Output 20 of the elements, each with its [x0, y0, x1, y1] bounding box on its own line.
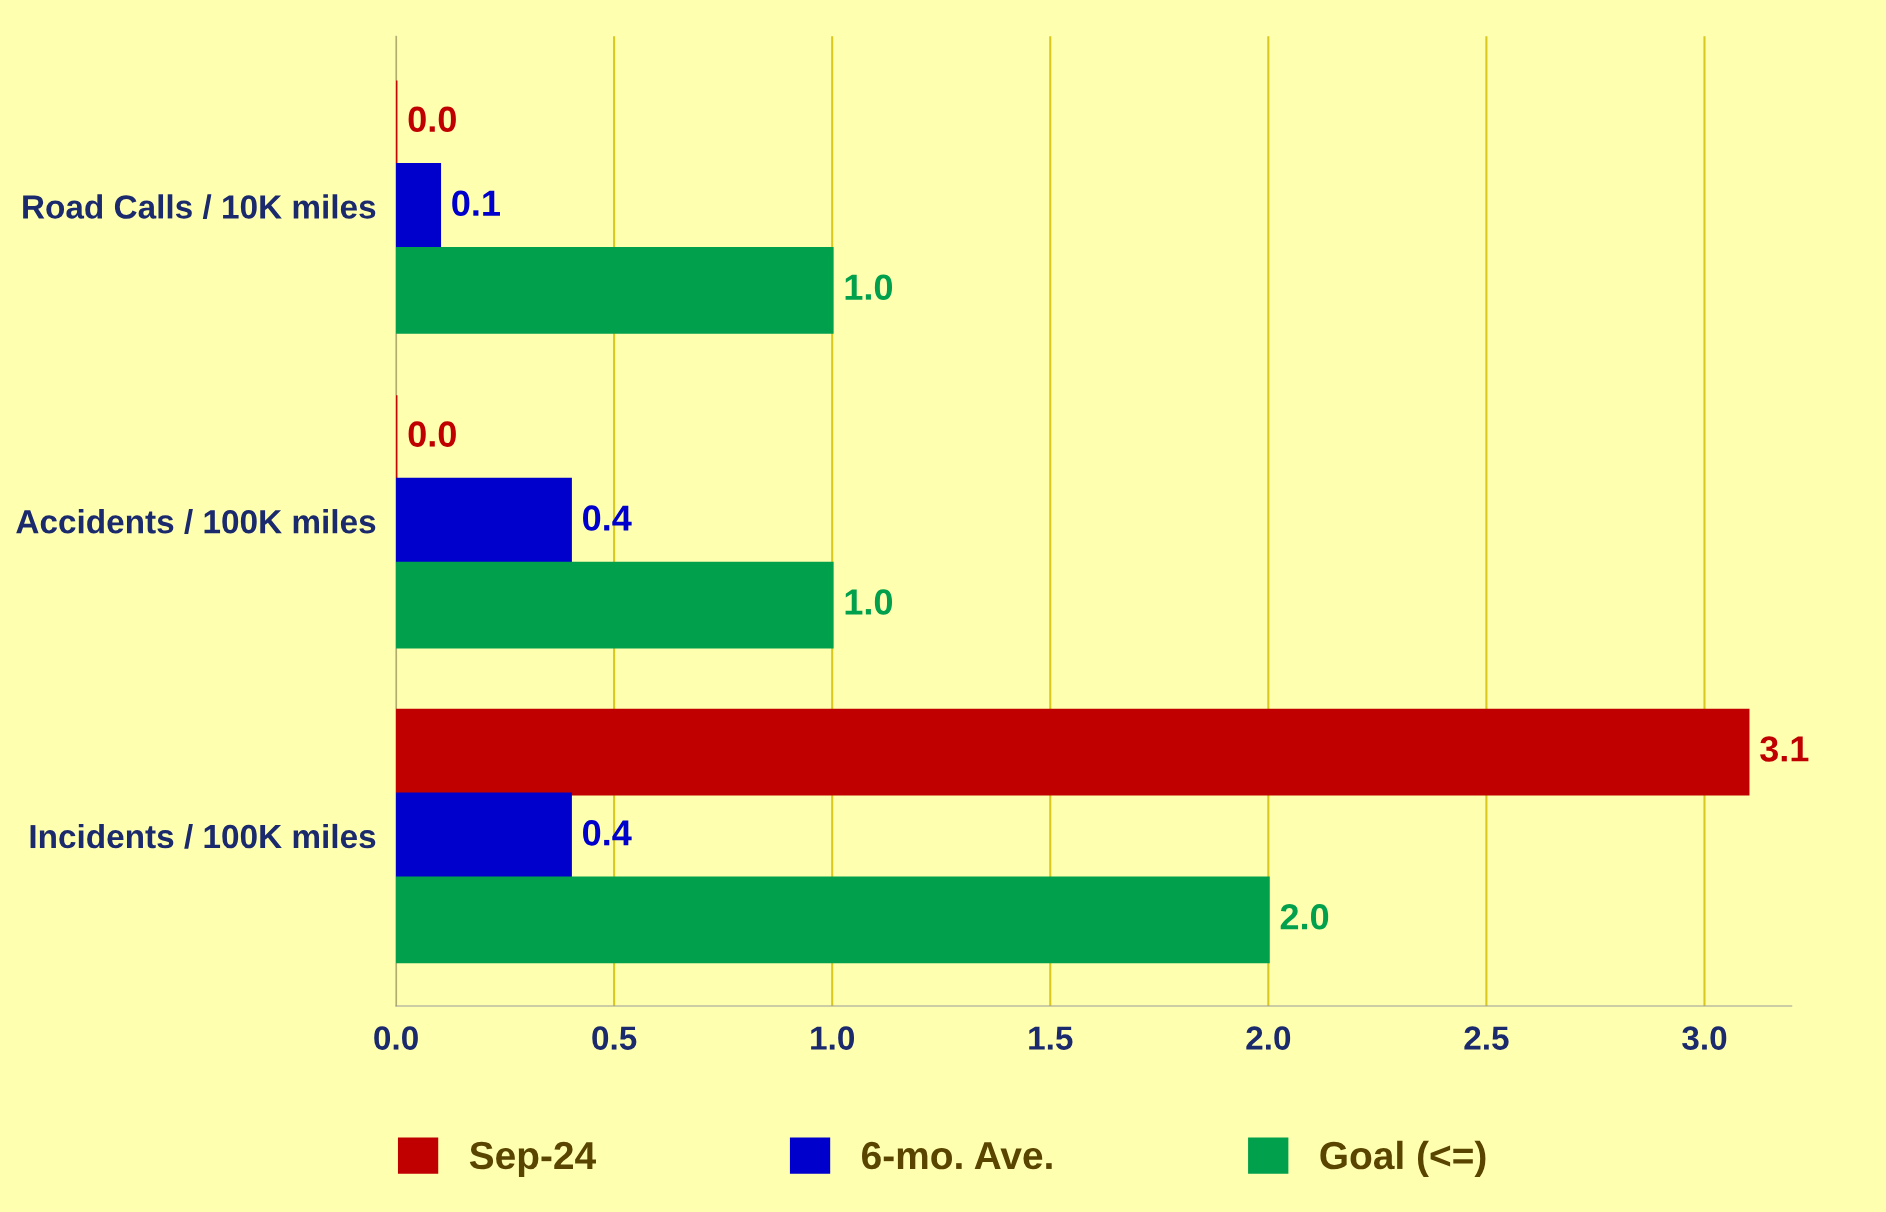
- x-tick-label: 0.5: [592, 1026, 637, 1050]
- x-tick-label: 1.0: [811, 1026, 854, 1050]
- y-tick-label: Incidents / 100K miles: [30, 823, 376, 849]
- x-tick-label: 0.0: [374, 1026, 418, 1050]
- data-label: 1.0: [845, 589, 893, 615]
- legend-label: 6-mo. Ave.: [862, 1141, 1052, 1170]
- x-tick-label: 2.0: [1246, 1026, 1291, 1050]
- x-tick-label: 3.0: [1682, 1026, 1727, 1050]
- x-tick-label: 1.5: [1029, 1026, 1073, 1050]
- x-tick-label: 2.5: [1464, 1026, 1509, 1050]
- data-label: 0.0: [408, 421, 456, 447]
- data-label: 0.0: [408, 106, 456, 133]
- data-label: 3.1: [1760, 736, 1809, 762]
- y-tick-label: Accidents / 100K miles: [16, 509, 376, 534]
- data-label: 2.0: [1280, 904, 1329, 930]
- data-label: 1.0: [845, 274, 893, 300]
- data-label: 0.1: [452, 190, 500, 217]
- legend-label: Sep-24: [469, 1141, 596, 1177]
- legend-label: Goal (<=): [1320, 1140, 1486, 1177]
- y-tick-label: Road Calls / 10K miles: [23, 194, 376, 220]
